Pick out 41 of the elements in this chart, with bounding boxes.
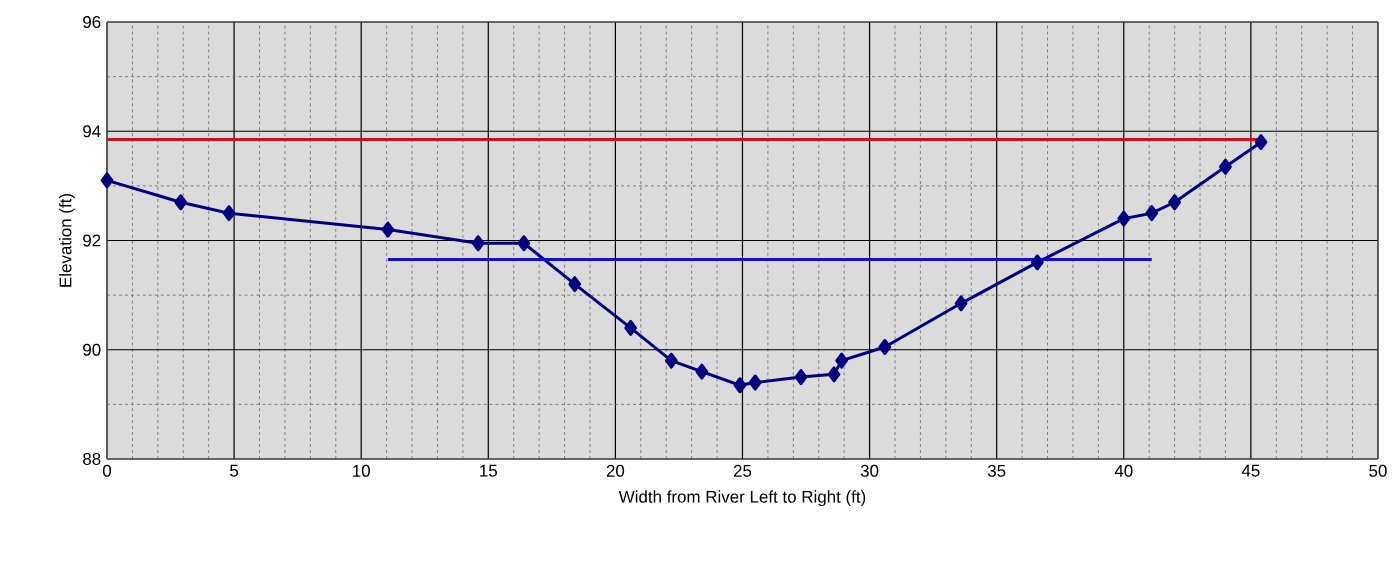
- y-tick-label: 88: [83, 453, 101, 465]
- point: [1168, 194, 1181, 211]
- x-tick-label: 45: [1241, 464, 1260, 477]
- point: [1030, 254, 1044, 271]
- point: [1145, 205, 1159, 222]
- point: [100, 172, 114, 189]
- point: [954, 295, 968, 312]
- point: [733, 377, 747, 394]
- point: [222, 205, 236, 222]
- y-tick-label: 94: [83, 125, 101, 138]
- point: [174, 194, 188, 211]
- x-tick-label: 10: [353, 464, 370, 477]
- x-tick-label: 15: [480, 464, 497, 477]
- x-tick-label: 50: [1369, 464, 1387, 477]
- x-tick-label: 5: [230, 464, 239, 477]
- point: [1117, 210, 1131, 227]
- y-tick-label: 90: [83, 343, 101, 356]
- point: [1219, 158, 1232, 175]
- x-tick-label: 0: [102, 464, 112, 477]
- point: [827, 366, 841, 383]
- point: [664, 352, 678, 369]
- point: [624, 319, 638, 336]
- point: [1254, 134, 1268, 151]
- point: [471, 235, 485, 252]
- point: [381, 221, 395, 238]
- point: [517, 235, 531, 252]
- x-axis-title: Width from River Left to Right (ft): [618, 490, 866, 507]
- x-tick-label: 35: [987, 464, 1006, 477]
- point: [835, 352, 848, 369]
- point: [748, 374, 762, 391]
- x-tick-label: 25: [733, 464, 752, 477]
- point: [878, 339, 892, 356]
- x-tick-label: 40: [1114, 464, 1133, 477]
- point: [568, 276, 582, 293]
- y-tick-label: 92: [83, 234, 101, 247]
- point: [695, 363, 709, 380]
- y-axis-title: Elevation (ft): [59, 194, 75, 287]
- point: [794, 369, 808, 386]
- x-tick-label: 20: [606, 464, 625, 477]
- y-tick-label: 96: [83, 16, 101, 28]
- x-tick-label: 30: [860, 464, 879, 477]
